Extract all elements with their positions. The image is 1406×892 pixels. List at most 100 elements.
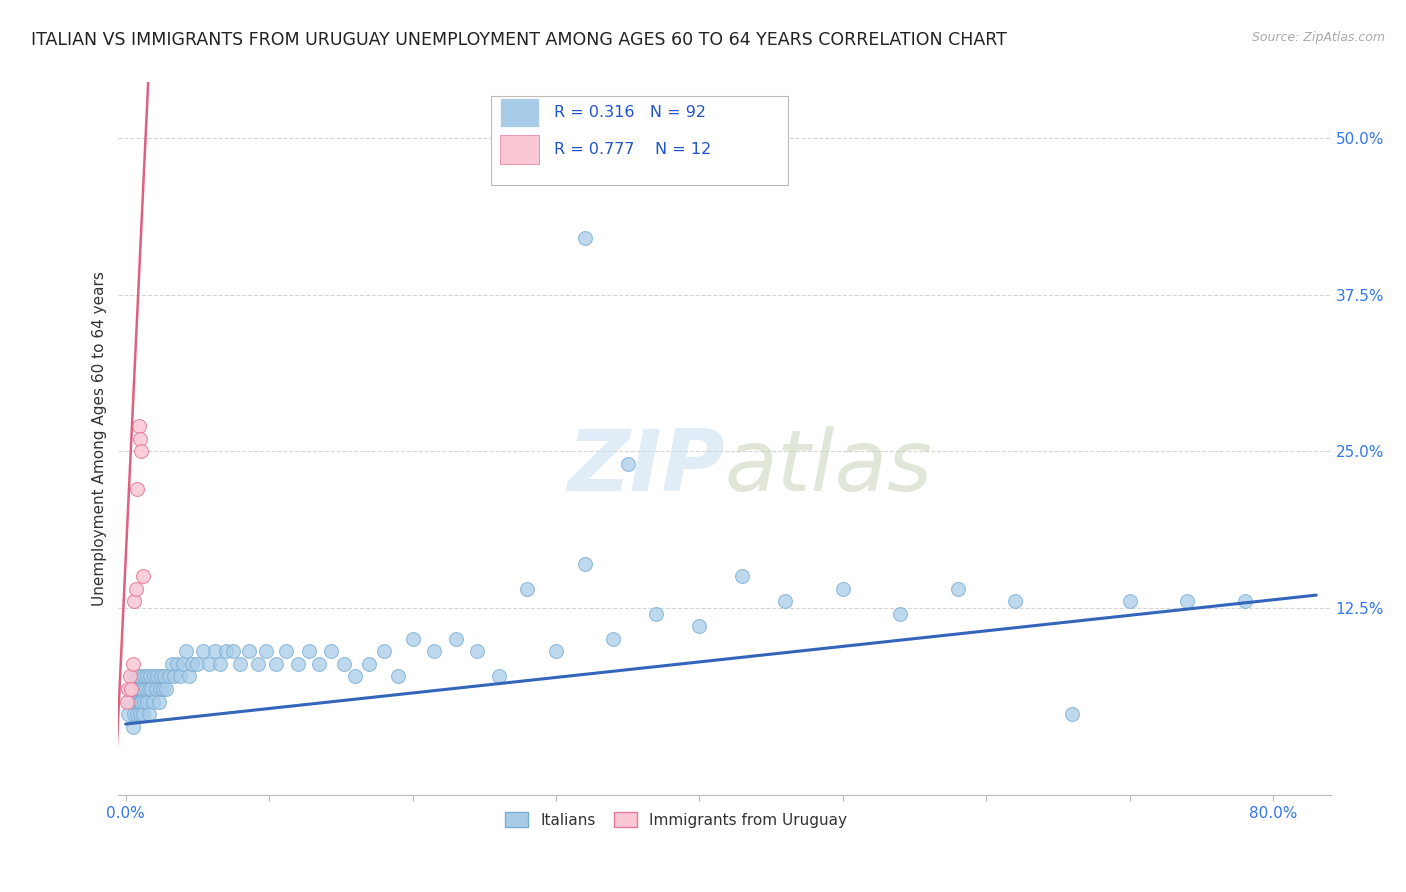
Point	[254, 644, 277, 658]
Point	[160, 657, 183, 671]
Point	[120, 681, 142, 696]
Point	[831, 582, 853, 596]
Point	[238, 644, 260, 658]
Point	[129, 432, 152, 446]
Point	[157, 669, 180, 683]
Point	[401, 632, 423, 646]
Point	[120, 681, 142, 696]
Point	[544, 644, 567, 658]
Point	[169, 669, 191, 683]
Point	[129, 706, 152, 721]
Point	[166, 657, 188, 671]
FancyBboxPatch shape	[491, 96, 787, 186]
Point	[124, 694, 146, 708]
Point	[124, 582, 146, 596]
Point	[136, 669, 159, 683]
Point	[128, 694, 150, 708]
Point	[118, 694, 141, 708]
Point	[209, 657, 232, 671]
Point	[488, 669, 510, 683]
Point	[246, 657, 269, 671]
Point	[1175, 594, 1198, 608]
Point	[128, 681, 150, 696]
Point	[174, 644, 197, 658]
Point	[645, 607, 668, 621]
Point	[444, 632, 467, 646]
Point	[152, 681, 174, 696]
Point	[298, 644, 321, 658]
Point	[146, 669, 169, 683]
Point	[308, 657, 330, 671]
Point	[688, 619, 710, 633]
Point	[465, 644, 488, 658]
Point	[129, 694, 152, 708]
Point	[129, 669, 152, 683]
Point	[122, 594, 145, 608]
Point	[134, 694, 156, 708]
Point	[731, 569, 754, 583]
Point	[1119, 594, 1142, 608]
Point	[128, 419, 150, 434]
Point	[131, 681, 153, 696]
Point	[138, 706, 160, 721]
Point	[264, 657, 287, 671]
Point	[124, 681, 146, 696]
Point	[143, 669, 166, 683]
Point	[135, 681, 157, 696]
Point	[177, 669, 200, 683]
Point	[222, 644, 245, 658]
Point	[387, 669, 409, 683]
Point	[117, 706, 139, 721]
Point	[136, 694, 159, 708]
Point	[574, 231, 596, 245]
Point	[344, 669, 367, 683]
Point	[229, 657, 252, 671]
Point	[191, 644, 214, 658]
Point	[198, 657, 221, 671]
Point	[148, 694, 170, 708]
Point	[115, 694, 138, 708]
Point	[1233, 594, 1256, 608]
Text: R = 0.316   N = 92: R = 0.316 N = 92	[554, 105, 706, 120]
Point	[319, 644, 342, 658]
Legend: Italians, Immigrants from Uruguay: Italians, Immigrants from Uruguay	[499, 806, 853, 834]
Point	[616, 457, 638, 471]
Point	[163, 669, 186, 683]
Point	[889, 607, 911, 621]
Point	[204, 644, 226, 658]
Text: R = 0.777    N = 12: R = 0.777 N = 12	[554, 142, 711, 157]
Point	[153, 669, 176, 683]
Point	[946, 582, 969, 596]
Point	[145, 681, 167, 696]
Point	[132, 706, 155, 721]
Point	[359, 657, 381, 671]
Point	[121, 657, 143, 671]
Point	[122, 706, 145, 721]
Point	[132, 569, 155, 583]
Point	[155, 681, 177, 696]
Point	[1004, 594, 1026, 608]
Point	[127, 669, 149, 683]
Text: atlas: atlas	[724, 425, 932, 508]
Point	[574, 557, 596, 571]
Point	[121, 720, 143, 734]
Point	[276, 644, 298, 658]
Point	[132, 681, 155, 696]
Point	[142, 694, 165, 708]
Text: ITALIAN VS IMMIGRANTS FROM URUGUAY UNEMPLOYMENT AMONG AGES 60 TO 64 YEARS CORREL: ITALIAN VS IMMIGRANTS FROM URUGUAY UNEMP…	[31, 31, 1007, 49]
Point	[122, 669, 145, 683]
Bar	[501, 98, 538, 127]
Point	[516, 582, 538, 596]
Point	[602, 632, 624, 646]
Bar	[501, 136, 538, 164]
Point	[172, 657, 194, 671]
Text: ZIP: ZIP	[567, 425, 724, 508]
Point	[186, 657, 208, 671]
Point	[131, 694, 153, 708]
Point	[287, 657, 309, 671]
Point	[118, 669, 141, 683]
Point	[215, 644, 238, 658]
Point	[332, 657, 354, 671]
Point	[423, 644, 446, 658]
Point	[1062, 706, 1084, 721]
